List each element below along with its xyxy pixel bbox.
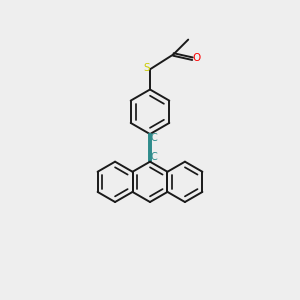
Text: C: C [150,152,157,162]
Text: S: S [143,63,150,73]
Text: O: O [192,52,200,63]
Text: C: C [150,133,157,143]
